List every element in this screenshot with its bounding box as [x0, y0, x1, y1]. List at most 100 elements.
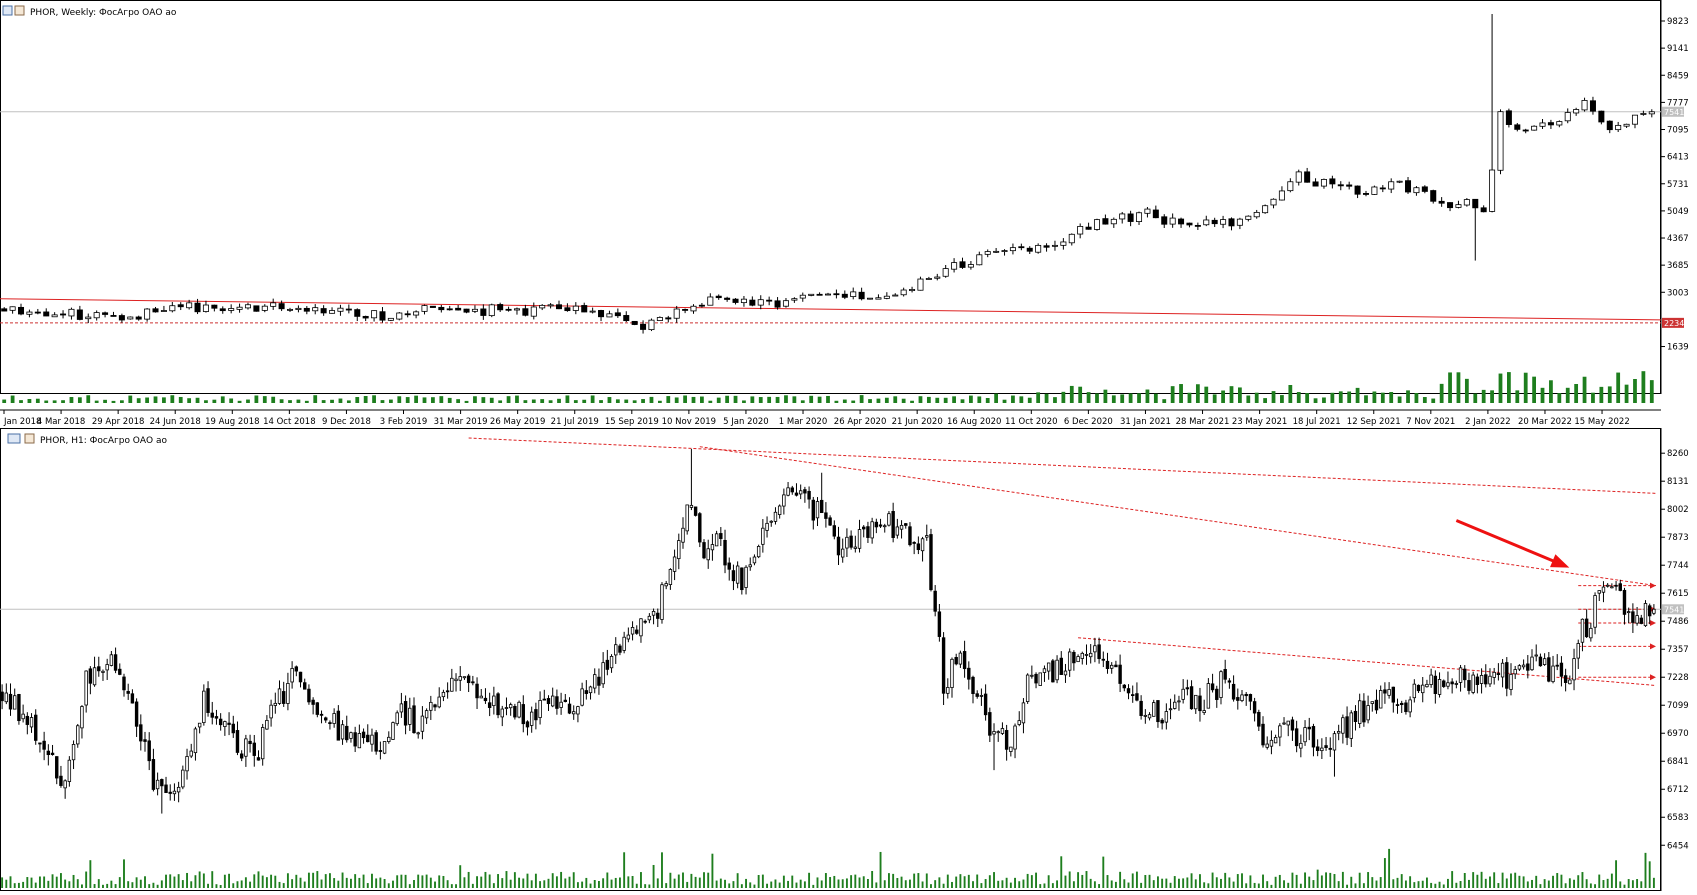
- candle-body: [1173, 701, 1177, 709]
- xtick-label: 23 May 2021: [1232, 417, 1287, 427]
- candle-body: [168, 791, 172, 794]
- pane-hourly-volume-layer: [1, 848, 1655, 888]
- candle-body: [362, 315, 369, 319]
- candle-body: [866, 526, 870, 538]
- candle-body: [1597, 590, 1601, 594]
- candle-body: [1021, 702, 1026, 724]
- candle-body: [55, 756, 59, 779]
- candle-body: [462, 676, 467, 679]
- candle-body: [1349, 712, 1353, 739]
- candle-body: [1119, 213, 1126, 220]
- candle-body: [1652, 608, 1656, 614]
- xtick-label: 15 Sep 2019: [605, 417, 659, 427]
- xtick-label: 29 Apr 2018: [92, 417, 145, 427]
- candle-body: [891, 511, 895, 538]
- candle-body: [693, 506, 698, 516]
- candle-body: [1489, 169, 1496, 212]
- candle-body: [110, 315, 117, 317]
- xtick-label: 10 Nov 2019: [662, 417, 716, 427]
- candle-body: [517, 701, 521, 718]
- candle-body: [1102, 218, 1109, 225]
- candle-body: [1072, 651, 1076, 664]
- candle-body: [744, 566, 748, 588]
- candle-body: [1245, 215, 1252, 220]
- candle-body: [521, 704, 525, 725]
- candle-body: [1408, 699, 1412, 713]
- dashed-trendline: [1078, 637, 1657, 686]
- candle-body: [1584, 618, 1589, 638]
- candle-body: [1547, 122, 1554, 126]
- candle-body: [1077, 226, 1084, 235]
- candle-body: [311, 699, 315, 705]
- pane-hourly[interactable]: PHOR, H1: ФосАгро ОАО ао 8260 8131 8002 787…: [0, 428, 1689, 891]
- current-price-box: [1662, 106, 1684, 117]
- candle-body: [597, 676, 601, 686]
- candle-body: [1484, 674, 1488, 685]
- candle-body: [429, 701, 433, 711]
- candle-body: [1063, 670, 1068, 676]
- candle-body: [803, 489, 807, 494]
- candle-body: [1480, 207, 1487, 213]
- candle-body: [1168, 708, 1173, 711]
- candle-body: [1038, 672, 1042, 686]
- candle-body: [996, 731, 1000, 734]
- candle-body: [786, 487, 790, 496]
- candle-body: [761, 527, 765, 545]
- candle-body: [1257, 711, 1261, 727]
- candle-body: [732, 298, 739, 303]
- candle-body: [794, 492, 799, 496]
- candle-body: [983, 693, 988, 716]
- candle-body: [378, 750, 383, 752]
- candle-body: [1647, 605, 1652, 617]
- candle-body: [988, 712, 992, 736]
- candle-body: [1290, 719, 1295, 731]
- pane-weekly[interactable]: PHOR, Weekly: ФосАгро ОАО ао 9823 9141 845…: [0, 0, 1689, 427]
- candle-body: [748, 564, 752, 568]
- candle-body: [194, 302, 201, 313]
- candle-body: [689, 504, 694, 508]
- candle-body: [9, 306, 16, 311]
- candle-body: [1471, 674, 1475, 693]
- candle-body: [1294, 728, 1299, 747]
- ytick-label: 8459: [1667, 71, 1689, 81]
- candle-body: [1378, 690, 1383, 709]
- candle-body: [1273, 737, 1278, 744]
- candle-body: [850, 291, 857, 297]
- xtick-label: 31 Jan 2021: [1120, 417, 1171, 427]
- candle-body: [1521, 664, 1526, 668]
- xtick-label: 21 Jul 2019: [551, 417, 599, 427]
- long-term-trendline: [0, 298, 1662, 321]
- candle-body: [1618, 583, 1622, 591]
- candle-body: [227, 722, 231, 725]
- candle-body: [1631, 611, 1635, 623]
- candle-body: [1017, 720, 1021, 725]
- candle-body: [445, 690, 450, 693]
- candle-body: [1412, 683, 1417, 699]
- candle-body: [824, 512, 828, 519]
- candle-body: [925, 278, 932, 280]
- candle-body: [782, 300, 789, 307]
- candle-body: [1605, 584, 1610, 587]
- candle-body: [1463, 199, 1470, 206]
- candle-body: [1009, 746, 1013, 752]
- candle-body: [1438, 200, 1445, 204]
- candle-body: [1631, 114, 1638, 125]
- candle-body: [1227, 680, 1232, 683]
- pane-weekly-label-layer: 7541 2234: [1662, 106, 1684, 328]
- candle-body: [1635, 615, 1639, 624]
- candle-body: [1497, 111, 1504, 171]
- candle-body: [724, 297, 731, 300]
- candle-body: [1035, 244, 1042, 253]
- candle-body: [715, 295, 722, 299]
- ytick-label: 8260: [1667, 449, 1689, 459]
- candle-body: [505, 308, 512, 311]
- candle-body: [433, 704, 437, 708]
- xtick-label: 31 Mar 2019: [434, 417, 488, 427]
- candle-body: [1042, 668, 1047, 673]
- candle-body: [1421, 684, 1425, 694]
- candle-body: [1522, 129, 1529, 132]
- candle-body: [1000, 728, 1005, 734]
- candle-body: [563, 699, 568, 703]
- candle-body: [404, 313, 411, 316]
- candle-body: [290, 668, 294, 683]
